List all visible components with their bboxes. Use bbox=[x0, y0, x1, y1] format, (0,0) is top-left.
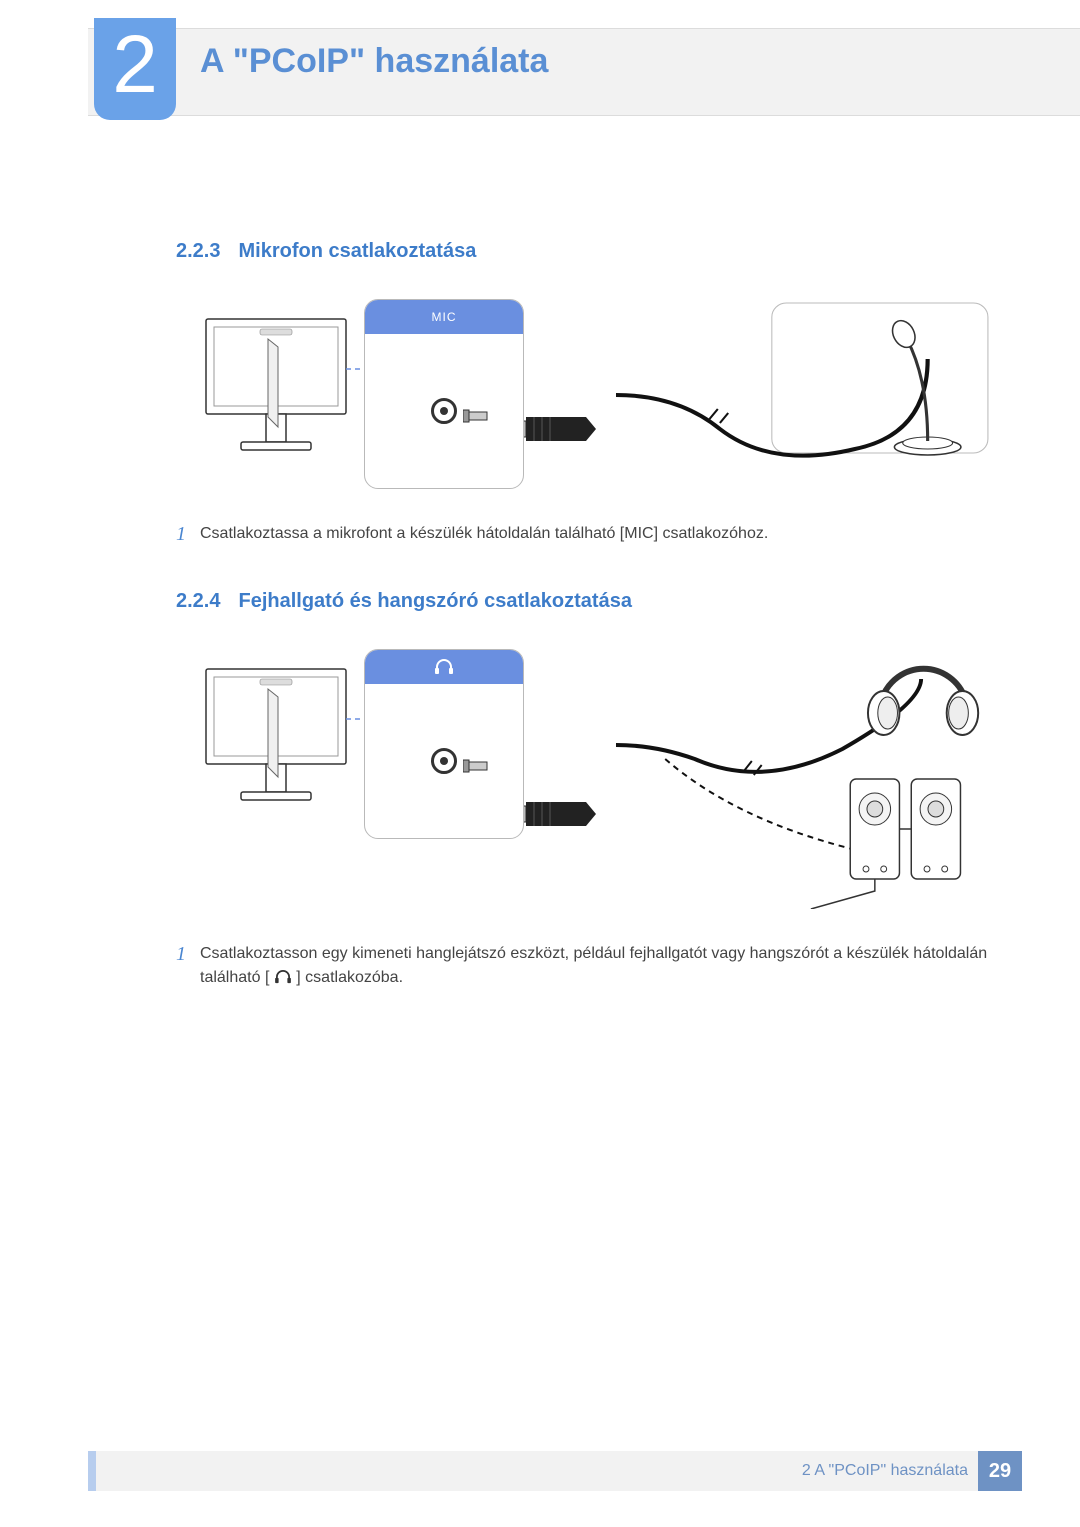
page-content: 2.2.3 Mikrofon csatlakoztatása MIC bbox=[176, 240, 990, 1034]
section-heading-223: 2.2.3 Mikrofon csatlakoztatása bbox=[176, 240, 990, 263]
headphone-inline-icon bbox=[274, 970, 292, 984]
chapter-title: A "PCoIP" használata bbox=[200, 42, 548, 81]
figure-headphone bbox=[196, 649, 990, 914]
chapter-number: 2 bbox=[112, 24, 158, 106]
monitor-icon bbox=[196, 649, 366, 819]
step-number: 1 bbox=[176, 942, 186, 990]
section-number: 2.2.4 bbox=[176, 590, 220, 612]
jack-port-icon bbox=[431, 748, 457, 774]
page-number: 29 bbox=[978, 1451, 1022, 1491]
step-1-headphone: 1 Csatlakoztasson egy kimeneti hangleját… bbox=[176, 942, 990, 990]
section-title: Mikrofon csatlakoztatása bbox=[238, 240, 476, 262]
section-number: 2.2.3 bbox=[176, 240, 220, 262]
port-label-mic: MIC bbox=[365, 300, 523, 334]
section-title: Fejhallgató és hangszóró csatlakoztatása bbox=[238, 590, 631, 612]
plug-tip-icon bbox=[463, 406, 503, 426]
step-text: Csatlakoztasson egy kimeneti hanglejátsz… bbox=[200, 942, 990, 990]
jack-port-icon bbox=[431, 398, 457, 424]
step-number: 1 bbox=[176, 522, 186, 546]
step-1-mic: 1 Csatlakoztassa a mikrofont a készülék … bbox=[176, 522, 990, 546]
step-text: Csatlakoztassa a mikrofont a készülék há… bbox=[200, 522, 768, 546]
port-panel-mic: MIC bbox=[364, 299, 524, 489]
port-panel-headphone bbox=[364, 649, 524, 839]
footer-accent bbox=[88, 1451, 96, 1491]
plug-tip-icon bbox=[463, 756, 503, 776]
chapter-badge: 2 bbox=[94, 18, 176, 120]
mic-cable-area bbox=[616, 299, 990, 494]
page-footer: 2 A "PCoIP" használata 29 bbox=[0, 1451, 1080, 1491]
monitor-icon bbox=[196, 299, 366, 469]
headphone-cable-area bbox=[616, 649, 990, 914]
footer-text: 2 A "PCoIP" használata bbox=[802, 1462, 968, 1480]
figure-mic: MIC bbox=[196, 299, 990, 494]
step-text-after: ] csatlakozóba. bbox=[296, 969, 403, 986]
port-label-headphone bbox=[365, 650, 523, 684]
section-heading-224: 2.2.4 Fejhallgató és hangszóró csatlakozt… bbox=[176, 590, 990, 613]
headphone-icon bbox=[434, 659, 454, 675]
